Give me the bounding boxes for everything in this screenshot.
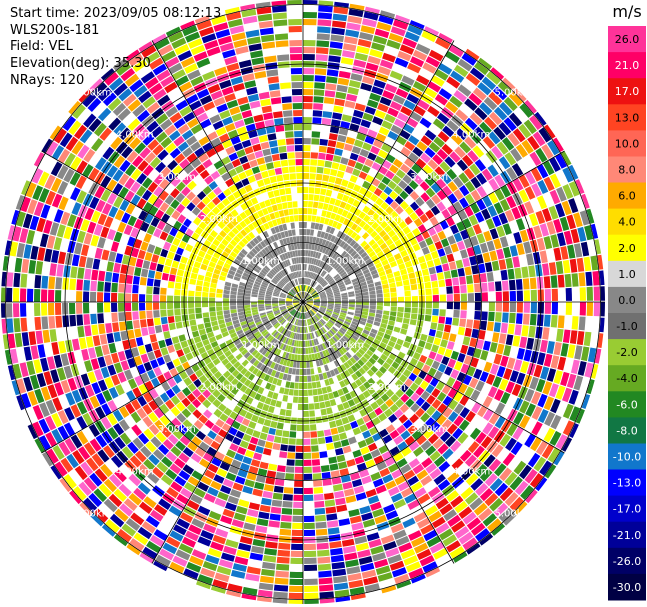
- colorbar-label: -17.0: [613, 503, 641, 516]
- colorbar-swatch: [608, 521, 646, 549]
- velocity-sectors: [1, 0, 605, 604]
- colorbar-unit: m/s: [612, 2, 641, 21]
- colorbar-swatch: [608, 104, 646, 131]
- colorbar-swatch: [608, 417, 646, 444]
- colorbar-swatch: [608, 365, 646, 392]
- colorbar-swatch: [608, 573, 646, 601]
- colorbar-label: -1.0: [616, 320, 637, 333]
- colorbar-swatch: [608, 547, 646, 575]
- colorbar-label: 13.0: [615, 111, 640, 124]
- colorbar-swatch: [608, 260, 646, 288]
- colorbar-swatch: [608, 286, 646, 314]
- colorbar-swatch: [608, 52, 646, 79]
- colorbar-label: -6.0: [616, 398, 637, 411]
- colorbar-swatch: [608, 182, 646, 210]
- range-ring-labels: 1.00km 1.00km 1.00km 1.00km 2.00km 2.00km 2.00…: [74, 88, 533, 520]
- range-ring-label: 1.00km: [242, 340, 280, 351]
- colorbar-label: -2.0: [616, 346, 637, 359]
- range-ring-label: 1.00km: [326, 256, 364, 267]
- colorbar-swatch: [608, 26, 646, 53]
- nrays: NRays: 120: [10, 72, 85, 88]
- colorbar-label: 8.0: [618, 164, 636, 177]
- info-panel: Start time: 2023/09/05 08:12:13 WLS200s-…: [10, 6, 221, 90]
- range-ring-label: 4.00km: [116, 466, 154, 477]
- range-ring-label: 3.00km: [158, 172, 196, 183]
- range-ring-label: 2.00km: [368, 214, 406, 225]
- colorbar-swatch: [608, 130, 646, 157]
- elevation: Elevation(deg): 35.30: [10, 56, 151, 72]
- colorbar-swatch: [608, 469, 646, 497]
- colorbar-label: 26.0: [615, 33, 640, 46]
- colorbar-label: -13.0: [613, 477, 641, 490]
- colorbar-swatch: [608, 313, 646, 340]
- colorbar-swatch: [608, 156, 646, 184]
- colorbar-label: 1.0: [618, 268, 636, 281]
- instrument-name: WLS200s-181: [10, 22, 100, 38]
- colorbar-label: -21.0: [613, 529, 641, 542]
- field-name: Field: VEL: [10, 39, 73, 55]
- colorbar-label: 21.0: [615, 59, 640, 72]
- colorbar-swatch: [608, 78, 646, 105]
- colorbar-swatch: [608, 443, 646, 471]
- range-ring-label: 5.00km: [494, 508, 532, 519]
- start-time: Start time: 2023/09/05 08:12:13: [10, 6, 222, 21]
- colorbar-swatch: [608, 391, 646, 418]
- range-ring-label: 1.00km: [326, 340, 364, 351]
- colorbar-swatch: [608, 495, 646, 523]
- range-ring-label: 5.00km: [74, 508, 112, 519]
- colorbar-label: -26.0: [613, 555, 641, 568]
- colorbar-label: 4.0: [618, 216, 636, 229]
- range-ring-label: 4.00km: [452, 466, 490, 477]
- range-ring-label: 5.00km: [494, 88, 532, 99]
- colorbar-label: 10.0: [615, 137, 640, 150]
- colorbar-label: -8.0: [616, 424, 637, 437]
- range-ring-label: 2.00km: [368, 382, 406, 393]
- colorbar-label: 2.0: [618, 242, 636, 255]
- colorbar-swatch: [608, 234, 646, 262]
- colorbar-levels: 26.0 21.0 17.0 13.0 10.0 8.0 6.0 4.0 2.0 1.0 0.0 -1…: [608, 26, 646, 601]
- colorbar-label: -4.0: [616, 372, 637, 385]
- range-ring-label: 5.00km: [74, 88, 112, 99]
- colorbar-label: 6.0: [618, 190, 636, 203]
- colorbar-label: 17.0: [615, 85, 640, 98]
- azimuth-spokes: [1, 0, 605, 604]
- range-ring-label: 1.00km: [242, 256, 280, 267]
- range-ring-label: 3.00km: [410, 172, 448, 183]
- range-ring-label: 3.00km: [410, 424, 448, 435]
- colorbar-label: -30.0: [613, 581, 641, 594]
- range-ring-label: 2.00km: [200, 382, 238, 393]
- colorbar-label: 0.0: [618, 294, 636, 307]
- range-ring-label: 4.00km: [452, 130, 490, 141]
- range-ring-label: 4.00km: [116, 130, 154, 141]
- range-ring-label: 2.00km: [200, 214, 238, 225]
- colorbar-swatch: [608, 339, 646, 366]
- colorbar-swatch: [608, 208, 646, 236]
- range-ring-label: 3.00km: [158, 424, 196, 435]
- colorbar-label: -10.0: [613, 451, 641, 464]
